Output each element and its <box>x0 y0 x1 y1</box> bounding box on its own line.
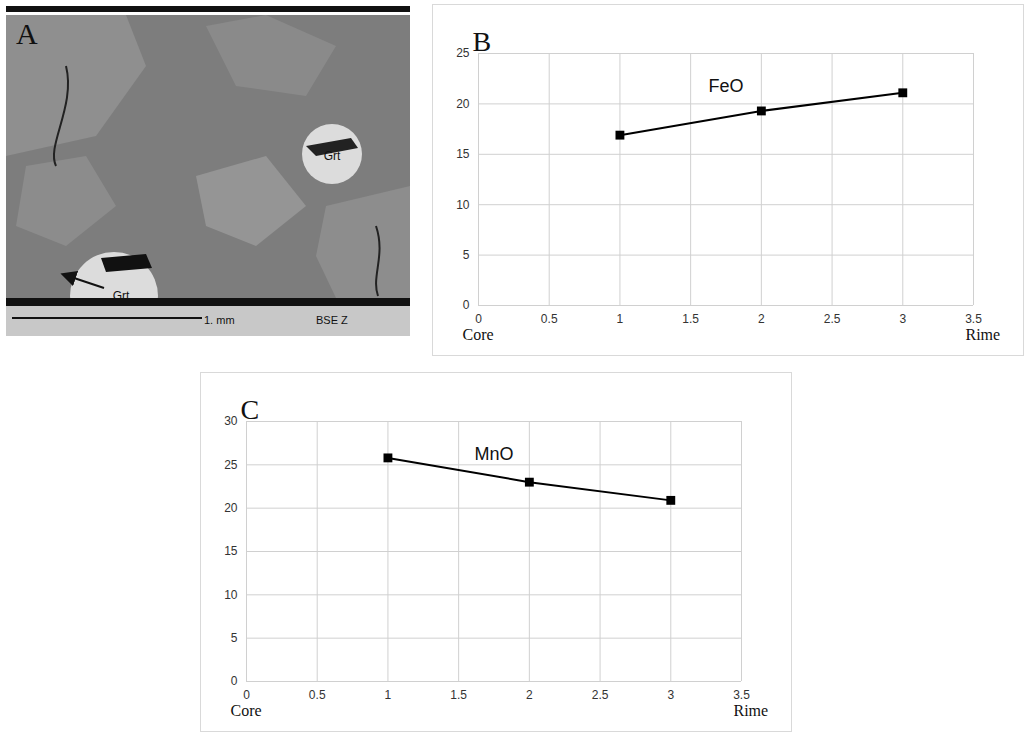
svg-text:5: 5 <box>463 248 470 262</box>
svg-text:25: 25 <box>456 46 470 60</box>
svg-text:0: 0 <box>463 298 470 312</box>
svg-text:0: 0 <box>475 312 482 326</box>
svg-text:10: 10 <box>456 198 470 212</box>
svg-text:BSE Z: BSE Z <box>316 314 348 326</box>
svg-text:FeO: FeO <box>708 76 743 96</box>
svg-text:C: C <box>241 394 260 425</box>
svg-text:15: 15 <box>224 544 238 558</box>
svg-text:30: 30 <box>224 414 238 428</box>
svg-text:2.5: 2.5 <box>592 688 609 702</box>
svg-text:0.5: 0.5 <box>309 688 326 702</box>
svg-text:20: 20 <box>224 501 238 515</box>
svg-text:3: 3 <box>899 312 906 326</box>
svg-text:B: B <box>473 26 492 57</box>
svg-text:Grt: Grt <box>324 149 341 163</box>
svg-text:2.5: 2.5 <box>824 312 841 326</box>
svg-text:0: 0 <box>243 688 250 702</box>
svg-text:3.5: 3.5 <box>965 312 982 326</box>
svg-text:Grt: Grt <box>113 289 130 303</box>
svg-text:1: 1 <box>617 312 624 326</box>
svg-text:25: 25 <box>224 458 238 472</box>
svg-text:5: 5 <box>231 631 238 645</box>
svg-text:1. mm: 1. mm <box>204 314 235 326</box>
svg-text:2: 2 <box>758 312 765 326</box>
svg-text:Rime: Rime <box>966 326 1001 343</box>
svg-text:1.5: 1.5 <box>450 688 467 702</box>
svg-text:MnO: MnO <box>474 444 513 464</box>
svg-text:3: 3 <box>667 688 674 702</box>
svg-text:Core: Core <box>463 326 494 343</box>
svg-text:15: 15 <box>456 147 470 161</box>
svg-text:10: 10 <box>224 588 238 602</box>
svg-text:20: 20 <box>456 97 470 111</box>
svg-text:2: 2 <box>526 688 533 702</box>
svg-text:Core: Core <box>231 702 262 719</box>
svg-text:Rime: Rime <box>734 702 769 719</box>
svg-text:1: 1 <box>385 688 392 702</box>
svg-text:3.5: 3.5 <box>733 688 750 702</box>
svg-text:0.5: 0.5 <box>541 312 558 326</box>
svg-text:1.5: 1.5 <box>682 312 699 326</box>
svg-text:A: A <box>16 17 38 50</box>
svg-text:0: 0 <box>231 674 238 688</box>
